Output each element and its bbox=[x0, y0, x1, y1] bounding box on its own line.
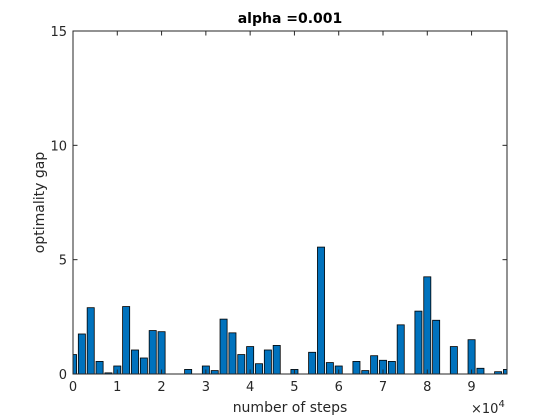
bar bbox=[308, 351, 317, 374]
y-axis-label: optimality gap bbox=[32, 152, 48, 254]
x-tick-label: 9 bbox=[467, 380, 475, 395]
bar bbox=[449, 346, 458, 374]
bar bbox=[263, 349, 272, 374]
bar bbox=[414, 310, 423, 374]
bar bbox=[228, 332, 237, 374]
plot-area-frame bbox=[72, 30, 508, 375]
y-tick-label: 5 bbox=[59, 254, 67, 269]
chart-title: alpha =0.001 bbox=[238, 11, 343, 27]
bar bbox=[467, 339, 476, 374]
bar bbox=[361, 370, 370, 374]
x-tick-label: 6 bbox=[335, 380, 343, 395]
x-tick-label: 0 bbox=[69, 380, 77, 395]
axis-tick-labels: 0 1 2 3 4 5 6 7 8 9 0 5 10 15 bbox=[50, 25, 475, 395]
bar bbox=[77, 333, 86, 374]
bar bbox=[122, 306, 131, 374]
x-tick-label: 2 bbox=[157, 380, 165, 395]
x-tick-label: 1 bbox=[113, 380, 121, 395]
bar bbox=[503, 369, 507, 374]
bar bbox=[86, 307, 95, 374]
bar bbox=[237, 354, 246, 374]
bar bbox=[476, 367, 485, 374]
bar bbox=[432, 319, 441, 374]
bars-group bbox=[73, 246, 507, 374]
bar bbox=[352, 361, 361, 374]
bar bbox=[423, 276, 432, 374]
bar bbox=[139, 357, 148, 374]
x-axis-exponent-base: ×10 bbox=[471, 402, 498, 417]
x-tick-label: 5 bbox=[290, 380, 298, 395]
bar bbox=[272, 345, 281, 374]
bar bbox=[95, 361, 104, 374]
y-tick-label: 15 bbox=[50, 25, 67, 40]
bar bbox=[370, 355, 379, 374]
bar bbox=[131, 349, 139, 374]
x-tick-label: 7 bbox=[379, 380, 387, 395]
x-axis-label: number of steps bbox=[233, 400, 348, 416]
bar bbox=[219, 318, 228, 374]
bar bbox=[148, 330, 157, 374]
bar bbox=[184, 369, 193, 374]
bar bbox=[387, 361, 396, 374]
bar bbox=[396, 324, 405, 374]
bar bbox=[255, 363, 263, 374]
x-tick-label: 8 bbox=[423, 380, 431, 395]
x-tick-label: 4 bbox=[246, 380, 254, 395]
x-axis-exponent-power: 4 bbox=[498, 399, 504, 410]
y-tick-label: 10 bbox=[50, 139, 67, 154]
bar bbox=[317, 246, 325, 374]
bar bbox=[325, 362, 334, 374]
bar bbox=[210, 370, 219, 374]
y-tick-label: 0 bbox=[59, 368, 67, 383]
bar bbox=[157, 331, 166, 374]
axis-ticks bbox=[72, 30, 507, 375]
x-axis-exponent-label: ×104 bbox=[471, 399, 505, 417]
x-tick-label: 3 bbox=[202, 380, 210, 395]
